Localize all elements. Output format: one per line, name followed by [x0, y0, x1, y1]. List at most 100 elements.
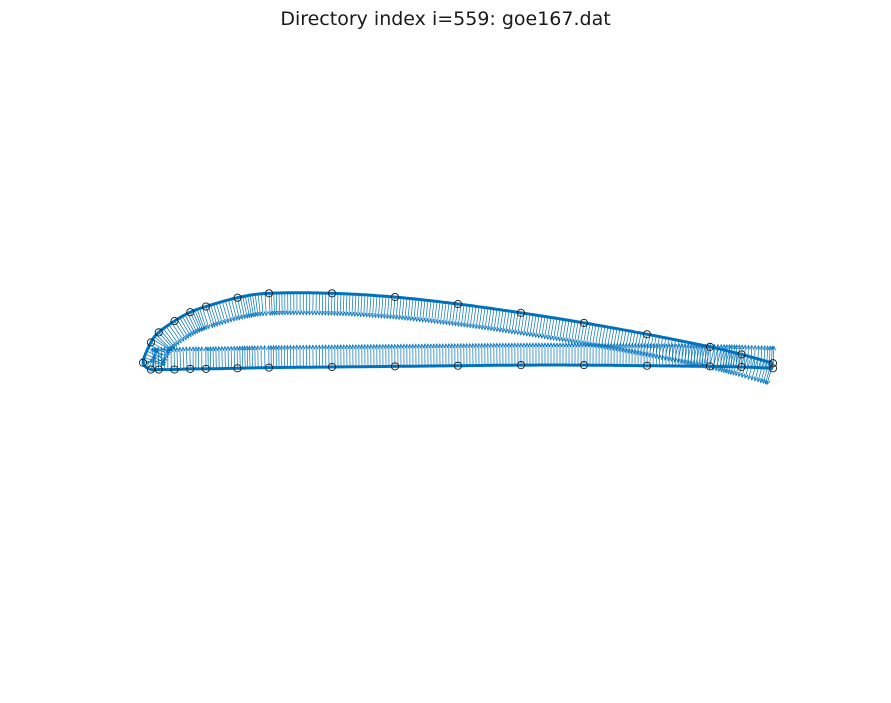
coordinate-marker [705, 342, 715, 351]
normal-arrow [258, 344, 264, 368]
normal-arrow [180, 346, 186, 370]
normal-arrow [759, 344, 764, 368]
normal-arrow [202, 307, 211, 330]
coordinate-marker [516, 361, 526, 370]
coordinate-marker [146, 365, 155, 374]
normal-arrow [756, 344, 761, 368]
coordinate-marker [642, 330, 652, 339]
normal-arrow [310, 344, 316, 368]
coordinate-marker [170, 316, 179, 326]
normal-arrow [654, 343, 659, 366]
normal-arrow [676, 343, 682, 367]
normal-arrow [320, 344, 325, 368]
normal-arrow [225, 345, 231, 369]
normal-arrow [669, 339, 676, 363]
normal-arrow [679, 343, 685, 367]
normal-arrow [294, 292, 300, 316]
airfoil-outline [141, 291, 774, 372]
normal-arrow [194, 310, 204, 332]
normal-arrow [271, 344, 276, 368]
coordinate-marker [170, 365, 179, 374]
normal-arrow [317, 344, 322, 368]
normal-arrow [323, 344, 329, 368]
coordinate-marker [264, 363, 274, 372]
normal-arrow [653, 336, 660, 360]
coordinate-marker [516, 308, 526, 317]
coordinate-marker [390, 293, 400, 302]
coordinate-marker [233, 364, 242, 373]
coordinate-marker [453, 299, 463, 309]
normal-arrow [673, 343, 679, 367]
normal-arrow [162, 346, 167, 370]
coordinate-marker [138, 358, 148, 367]
normal-arrow [667, 343, 672, 366]
normal-arrow [310, 292, 316, 316]
normal-arrow [660, 337, 667, 361]
coordinate-marker [154, 365, 163, 374]
coordinate-marker [579, 361, 589, 370]
normal-arrow [304, 344, 309, 368]
normal-arrow [291, 344, 296, 368]
normal-arrow [294, 344, 300, 368]
coordinate-marker [154, 328, 163, 337]
normal-arrow [254, 294, 260, 317]
normal-arrow [300, 344, 306, 368]
chart-title: Directory index i=559: goe167.dat [280, 8, 611, 30]
normal-arrow [247, 345, 252, 368]
normal-arrow [165, 346, 171, 370]
normal-arrow [673, 340, 680, 363]
normal-arrow [316, 292, 322, 316]
normal-arrow [184, 314, 196, 335]
coordinate-marker [201, 302, 211, 311]
coordinate-marker [201, 364, 211, 373]
coordinate-marker [579, 318, 589, 327]
normal-arrow [179, 317, 192, 338]
normal-arrow [199, 346, 205, 369]
normal-arrow [313, 344, 319, 368]
normal-arrow [753, 359, 762, 382]
coordinate-marker [642, 361, 652, 370]
coordinate-marker [453, 361, 463, 370]
normal-arrow [274, 293, 280, 316]
normal-arrow [683, 343, 688, 367]
normal-vectors [142, 292, 777, 386]
normal-arrow [159, 346, 164, 370]
coordinate-marker [737, 362, 746, 372]
normal-arrow [666, 339, 673, 362]
normal-arrow [323, 293, 328, 316]
coordinate-marker [737, 350, 746, 359]
normal-arrow [219, 345, 225, 369]
normal-arrow [225, 300, 233, 323]
coordinate-marker [327, 289, 337, 298]
coordinate-marker [705, 362, 715, 371]
coordinate-marker [264, 289, 274, 298]
normal-arrow [255, 345, 261, 368]
normal-arrow [177, 346, 183, 370]
normal-arrow [660, 343, 666, 366]
normal-arrow [242, 345, 248, 369]
coordinate-marker [327, 362, 337, 372]
normal-arrow [307, 292, 312, 316]
normal-arrow [307, 344, 312, 368]
normal-arrow [263, 293, 269, 317]
airfoil-curve [141, 291, 774, 372]
coordinate-marker [146, 338, 155, 347]
normal-arrow [297, 344, 303, 368]
normal-arrow [272, 293, 277, 316]
normal-arrow [196, 346, 202, 369]
normal-arrow [208, 346, 213, 369]
normal-arrow [277, 292, 282, 316]
normal-arrow [657, 343, 662, 366]
normal-arrow [152, 347, 157, 370]
normal-arrow [670, 343, 675, 366]
normal-arrow [676, 341, 683, 364]
normal-arrow [750, 358, 758, 381]
normal-arrow [171, 322, 185, 342]
coordinate-marker [768, 364, 778, 373]
coordinate-marker [186, 308, 195, 317]
coordinate-marker [186, 364, 195, 373]
normal-arrow [650, 343, 656, 366]
normal-arrow [647, 342, 653, 366]
